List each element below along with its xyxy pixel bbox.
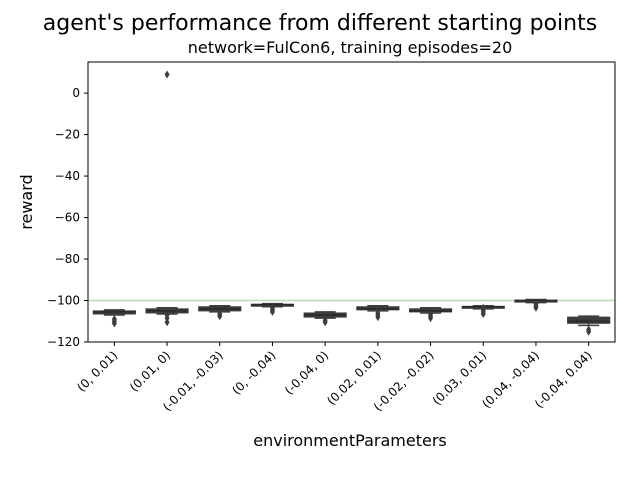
y-tick-label: −60: [55, 211, 80, 225]
box-group: [250, 302, 295, 316]
box-group: [145, 70, 189, 327]
box-rect: [567, 316, 611, 324]
chart-title: agent's performance from different start…: [43, 11, 597, 36]
x-axis-label: environmentParameters: [253, 431, 446, 450]
box-group: [303, 311, 347, 327]
box-group: [198, 304, 242, 321]
box-group: [92, 309, 136, 328]
box-group: [356, 304, 400, 322]
axes-frame: [87, 61, 616, 343]
chart-subtitle: network=FulCon6, training episodes=20: [188, 38, 513, 57]
outlier-point: [164, 70, 170, 79]
outlier-point: [322, 318, 328, 327]
outlier-point: [586, 327, 592, 336]
box-group: [514, 298, 558, 312]
y-tick-label: −80: [55, 252, 80, 266]
outlier-point: [375, 313, 381, 322]
outlier-point: [480, 310, 486, 318]
y-tick-label: 0: [72, 86, 80, 100]
y-tick-label: −20: [55, 128, 80, 142]
y-tick-label: −120: [47, 335, 80, 349]
outlier-point: [533, 303, 539, 312]
outlier-point: [428, 314, 434, 323]
box-group: [461, 303, 505, 318]
outlier-point: [217, 312, 223, 321]
y-tick-label: −40: [55, 169, 80, 183]
outlier-point: [164, 314, 170, 323]
y-tick-label: −100: [47, 294, 80, 308]
box-group: [408, 307, 453, 323]
box-group: [567, 315, 611, 336]
y-axis-label: reward: [17, 174, 36, 229]
outlier-point: [164, 318, 170, 327]
outlier-point: [269, 307, 275, 316]
outlier-point: [111, 319, 117, 328]
